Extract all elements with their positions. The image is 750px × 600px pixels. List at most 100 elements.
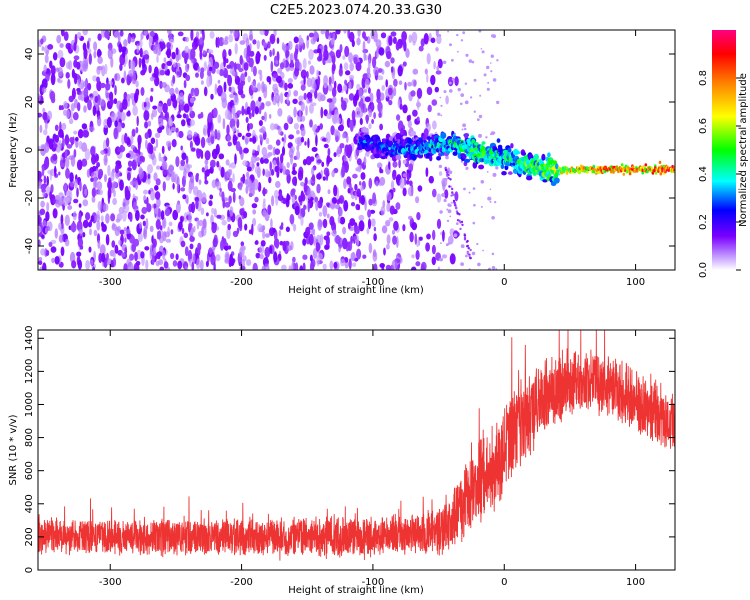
noise-blob bbox=[229, 206, 234, 217]
noise-blob bbox=[94, 214, 101, 222]
noise-blob bbox=[74, 98, 78, 109]
noise-blob bbox=[156, 197, 161, 208]
noise-blob bbox=[392, 161, 398, 168]
noise-blob bbox=[194, 87, 198, 96]
noise-blob bbox=[224, 251, 230, 263]
noise-blob bbox=[153, 172, 158, 182]
noise-blob bbox=[327, 189, 331, 195]
noise-blob bbox=[113, 127, 118, 140]
noise-blob bbox=[296, 144, 300, 151]
noise-blob bbox=[199, 36, 203, 46]
noise-blob bbox=[183, 232, 189, 239]
noise-blob bbox=[123, 70, 127, 81]
noise-blob bbox=[207, 125, 211, 138]
noise-blob bbox=[175, 47, 179, 56]
noise-blob bbox=[181, 152, 187, 161]
noise-blob bbox=[370, 103, 374, 110]
noise-blob bbox=[166, 42, 172, 49]
noise-blob bbox=[239, 196, 245, 207]
signal-cell bbox=[631, 165, 635, 169]
noise-blob bbox=[275, 139, 281, 146]
noise-blob bbox=[372, 192, 377, 204]
signal-cell bbox=[620, 163, 624, 167]
noise-blob bbox=[74, 178, 78, 189]
noise-blob bbox=[246, 166, 252, 172]
noise-blob bbox=[302, 58, 307, 70]
noise-blob bbox=[68, 155, 74, 160]
noise-blob bbox=[58, 105, 62, 111]
noise-blob bbox=[164, 112, 168, 119]
noise-blob bbox=[226, 64, 232, 69]
noise-blob bbox=[216, 160, 220, 168]
noise-blob bbox=[261, 81, 265, 94]
noise-blob bbox=[417, 185, 423, 192]
noise-blob bbox=[260, 240, 266, 247]
noise-speck bbox=[487, 196, 492, 201]
noise-blob bbox=[196, 173, 200, 178]
signal-cell bbox=[474, 142, 479, 146]
noise-speck bbox=[451, 58, 454, 62]
noise-blob bbox=[304, 141, 307, 146]
noise-blob bbox=[60, 246, 65, 257]
noise-blob bbox=[352, 173, 358, 179]
noise-blob bbox=[378, 47, 385, 56]
noise-blob bbox=[327, 84, 333, 92]
noise-speck bbox=[480, 205, 483, 208]
noise-blob bbox=[146, 203, 152, 213]
noise-blob bbox=[222, 37, 225, 43]
noise-blob bbox=[136, 43, 140, 54]
noise-blob bbox=[245, 171, 250, 179]
signal-branch-cell bbox=[452, 193, 455, 196]
signal-cell bbox=[650, 167, 654, 171]
noise-blob bbox=[121, 134, 125, 145]
noise-blob bbox=[261, 115, 265, 121]
noise-blob bbox=[161, 145, 165, 155]
noise-blob bbox=[169, 87, 175, 96]
noise-blob bbox=[248, 34, 254, 41]
noise-blob bbox=[263, 111, 267, 122]
noise-speck bbox=[449, 89, 452, 93]
noise-blob bbox=[368, 108, 373, 118]
noise-blob bbox=[107, 164, 111, 177]
noise-blob bbox=[61, 222, 64, 230]
noise-blob bbox=[227, 74, 233, 87]
noise-blob bbox=[424, 68, 428, 75]
noise-blob bbox=[356, 83, 361, 91]
noise-blob bbox=[142, 220, 146, 227]
noise-blob bbox=[145, 139, 148, 150]
noise-speck bbox=[450, 185, 453, 188]
noise-blob bbox=[395, 202, 401, 210]
noise-blob bbox=[423, 128, 429, 138]
noise-blob bbox=[426, 86, 433, 96]
noise-blob bbox=[193, 38, 198, 43]
noise-blob bbox=[189, 119, 195, 127]
noise-blob bbox=[110, 259, 114, 267]
noise-blob bbox=[113, 253, 116, 258]
noise-blob bbox=[331, 87, 337, 98]
noise-blob bbox=[159, 80, 163, 89]
noise-blob bbox=[82, 232, 86, 238]
noise-blob bbox=[88, 126, 95, 132]
noise-blob bbox=[138, 57, 142, 68]
noise-blob bbox=[329, 216, 335, 226]
noise-blob bbox=[68, 118, 74, 125]
noise-blob bbox=[298, 195, 303, 203]
noise-blob bbox=[38, 214, 41, 225]
noise-blob bbox=[269, 49, 272, 58]
noise-speck bbox=[476, 118, 480, 121]
noise-blob bbox=[300, 69, 307, 79]
noise-blob bbox=[52, 208, 58, 219]
noise-blob bbox=[343, 62, 349, 71]
signal-cell bbox=[501, 171, 507, 176]
signal-branch-cell bbox=[448, 185, 451, 188]
noise-blob bbox=[205, 260, 209, 267]
noise-blob bbox=[315, 242, 321, 252]
noise-speck bbox=[496, 59, 499, 62]
noise-blob bbox=[59, 57, 66, 68]
noise-blob bbox=[214, 83, 218, 95]
noise-blob bbox=[38, 170, 42, 180]
noise-blob bbox=[174, 62, 181, 68]
noise-blob bbox=[346, 148, 352, 159]
noise-blob bbox=[300, 84, 306, 91]
noise-blob bbox=[373, 263, 378, 270]
